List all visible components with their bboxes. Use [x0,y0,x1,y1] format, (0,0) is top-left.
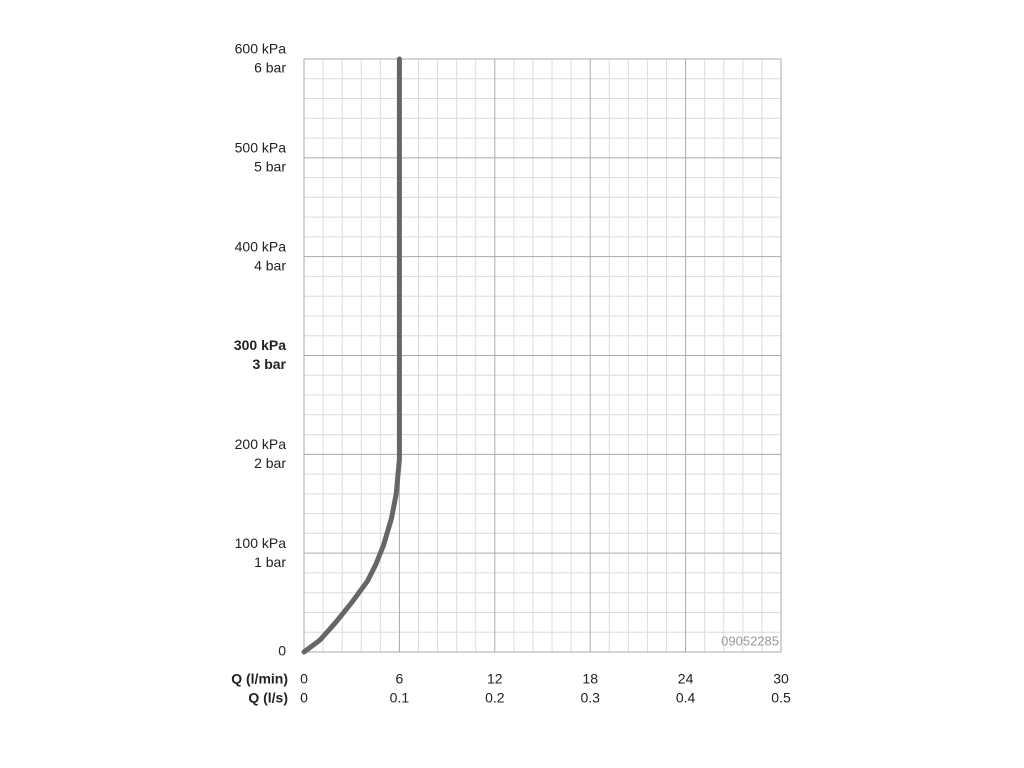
y-tick-label: 600 kPa [235,41,287,57]
x-tick-label: 6 [396,671,404,687]
x2-axis-label: Q (l/s) [248,690,288,706]
x2-tick-label: 0.1 [390,690,410,706]
y-tick-label-bar: 5 bar [254,159,286,175]
x2-tick-label: 0.4 [676,690,696,706]
y-tick-label: 500 kPa [235,140,287,156]
x2-tick-label: 0 [300,690,308,706]
x2-tick-label: 0.5 [771,690,791,706]
x-tick-label: 18 [582,671,598,687]
y-tick-label: 0 [278,643,286,659]
x-tick-label: 24 [678,671,694,687]
x-tick-label: 12 [487,671,503,687]
y-tick-label: 300 kPa [234,337,286,353]
plot-frame [303,58,782,653]
y-tick-label-bar: 4 bar [254,257,286,273]
annotation: 09052285 [721,633,779,648]
y-tick-label: 200 kPa [235,436,287,452]
x2-tick-label: 0.3 [580,690,600,706]
y-tick-label: 100 kPa [235,535,287,551]
x-tick-label: 30 [773,671,789,687]
curve [301,56,402,655]
x2-tick-label: 0.2 [485,690,505,706]
y-tick-label-bar: 2 bar [254,455,286,471]
y-tick-label-bar: 1 bar [254,554,286,570]
y-tick-label-bar: 3 bar [253,356,287,372]
x-axis-label: Q (l/min) [231,671,288,687]
y-tick-label-bar: 6 bar [254,60,286,76]
x-tick-label: 0 [300,671,308,687]
y-tick-label: 400 kPa [235,238,287,254]
